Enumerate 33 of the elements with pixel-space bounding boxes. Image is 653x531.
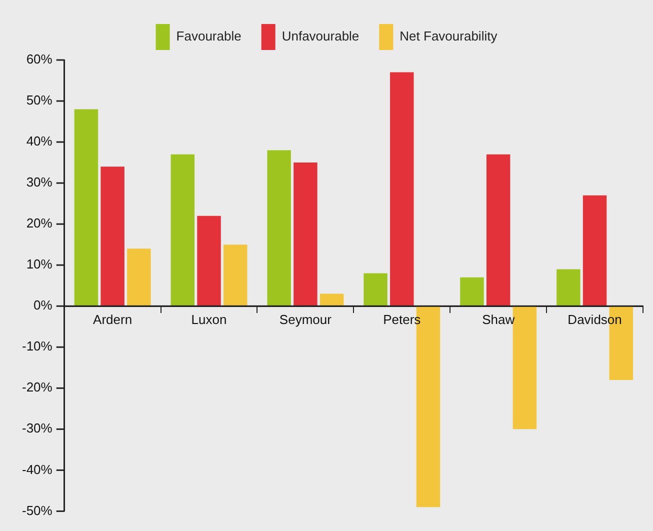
bar — [74, 109, 98, 306]
y-tick-label: 10% — [26, 256, 53, 272]
bar — [224, 244, 248, 306]
y-tick-label: -50% — [22, 502, 53, 518]
bar — [127, 248, 151, 306]
y-tick-label: -40% — [22, 462, 53, 477]
y-tick-label: 50% — [26, 92, 53, 108]
bar — [294, 162, 318, 306]
legend-label: Unfavourable — [282, 28, 360, 44]
x-tick-label: Luxon — [191, 312, 227, 328]
x-tick-label: Seymour — [279, 312, 332, 328]
bar — [556, 269, 580, 306]
bar — [582, 195, 607, 306]
bar — [486, 154, 510, 306]
bar — [390, 72, 414, 306]
y-tick-label: 40% — [26, 134, 53, 149]
y-tick-label: -20% — [22, 380, 53, 395]
bar — [320, 294, 344, 306]
y-tick-label: 20% — [26, 216, 53, 231]
y-tick-label: -30% — [22, 420, 53, 436]
y-tick-label: 0% — [34, 298, 53, 313]
bar — [197, 216, 221, 306]
bar — [267, 150, 291, 306]
legend-label: Net Favourability — [400, 28, 498, 44]
y-tick-label: 30% — [26, 174, 53, 190]
y-tick-label: -10% — [22, 338, 53, 354]
bar — [364, 273, 388, 306]
x-tick-label: Ardern — [93, 312, 132, 328]
bar — [460, 277, 484, 306]
legend-label: Favourable — [176, 28, 242, 44]
bar — [170, 154, 195, 306]
bar — [100, 166, 124, 306]
y-tick-label: 60% — [26, 52, 53, 67]
